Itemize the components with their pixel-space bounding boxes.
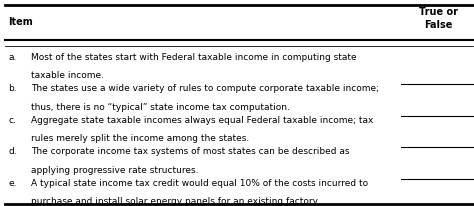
Text: A typical state income tax credit would equal 10% of the costs incurred to: A typical state income tax credit would … [31,178,368,187]
Text: e.: e. [9,178,17,187]
Text: True or
False: True or False [419,7,458,30]
Text: purchase and install solar energy panels for an existing factory.: purchase and install solar energy panels… [31,196,319,205]
Text: c.: c. [9,115,17,124]
Text: rules merely split the income among the states.: rules merely split the income among the … [31,134,249,143]
Text: taxable income.: taxable income. [31,71,104,80]
Text: Item: Item [9,17,33,27]
Text: Most of the states start with Federal taxable income in computing state: Most of the states start with Federal ta… [31,53,356,61]
Text: Aggregate state taxable incomes always equal Federal taxable income; tax: Aggregate state taxable incomes always e… [31,115,373,124]
Text: The states use a wide variety of rules to compute corporate taxable income;: The states use a wide variety of rules t… [31,84,379,93]
Text: d.: d. [9,146,17,155]
Text: a.: a. [9,53,17,61]
Text: applying progressive rate structures.: applying progressive rate structures. [31,165,198,174]
Text: thus, there is no “typical” state income tax computation.: thus, there is no “typical” state income… [31,102,290,111]
Text: The corporate income tax systems of most states can be described as: The corporate income tax systems of most… [31,146,349,155]
Text: b.: b. [9,84,17,93]
